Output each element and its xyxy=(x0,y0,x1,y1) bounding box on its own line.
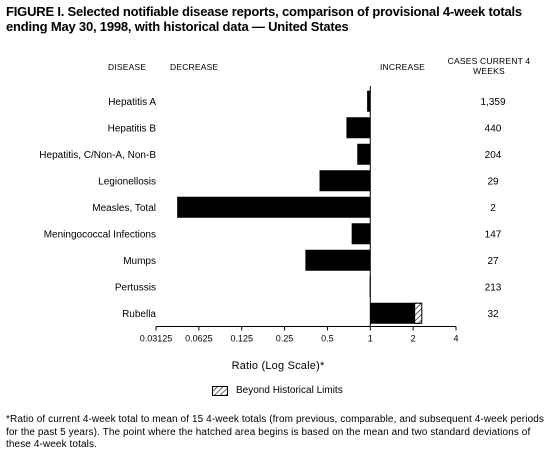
case-count: 29 xyxy=(487,176,499,187)
category-label: Meningococcal Infections xyxy=(44,229,156,240)
legend-label: Beyond Historical Limits xyxy=(236,385,343,396)
case-count: 1,359 xyxy=(480,97,505,108)
case-count: 147 xyxy=(485,229,502,240)
case-count: 32 xyxy=(487,309,499,320)
x-tick-label: 1 xyxy=(368,334,373,344)
category-label: Hepatitis A xyxy=(108,97,156,108)
x-axis-label: Ratio (Log Scale)* xyxy=(231,360,325,372)
legend: Beyond Historical Limits xyxy=(212,385,343,396)
hatch-swatch-icon xyxy=(212,385,228,396)
case-count: 204 xyxy=(485,150,502,161)
x-tick-label: 4 xyxy=(453,334,458,344)
header-disease: DISEASE xyxy=(108,62,147,72)
x-tick-label: 0.0625 xyxy=(185,334,213,344)
footnote: *Ratio of current 4-week total to mean o… xyxy=(6,414,544,450)
bar xyxy=(177,196,371,218)
x-tick-label: 0.03125 xyxy=(140,334,173,344)
bar xyxy=(346,117,371,139)
case-count: 27 xyxy=(487,256,499,267)
case-count: 2 xyxy=(490,203,496,214)
x-tick-label: 2 xyxy=(411,334,416,344)
bar-beyond-limits xyxy=(414,302,423,324)
category-label: Rubella xyxy=(122,309,156,320)
category-label: Pertussis xyxy=(115,282,156,293)
figure-title: FIGURE I. Selected notifiable disease re… xyxy=(6,4,522,34)
x-tick-label: 0.5 xyxy=(321,334,334,344)
bar xyxy=(357,143,371,165)
case-count: 213 xyxy=(485,282,502,293)
category-label: Legionellosis xyxy=(98,176,156,187)
bar xyxy=(319,170,371,192)
x-tick-label: 0.25 xyxy=(276,334,294,344)
header-increase: INCREASE xyxy=(380,62,426,72)
header-cases: CASES CURRENT 4 WEEKS xyxy=(447,56,531,76)
bar xyxy=(367,90,371,112)
ratio-bar-chart: Hepatitis A 1,359 Hepatitis B 440 Hepatitis,… xyxy=(39,86,506,344)
x-tick-label: 0.125 xyxy=(230,334,253,344)
category-label: Hepatitis B xyxy=(108,123,157,134)
category-label: Hepatitis, C/Non-A, Non-B xyxy=(39,150,156,161)
header-decrease: DECREASE xyxy=(170,62,219,72)
category-label: Measles, Total xyxy=(92,203,156,214)
bar xyxy=(370,302,422,324)
category-label: Mumps xyxy=(123,256,156,267)
bar xyxy=(305,249,371,271)
case-count: 440 xyxy=(485,123,502,134)
bar xyxy=(351,223,371,245)
